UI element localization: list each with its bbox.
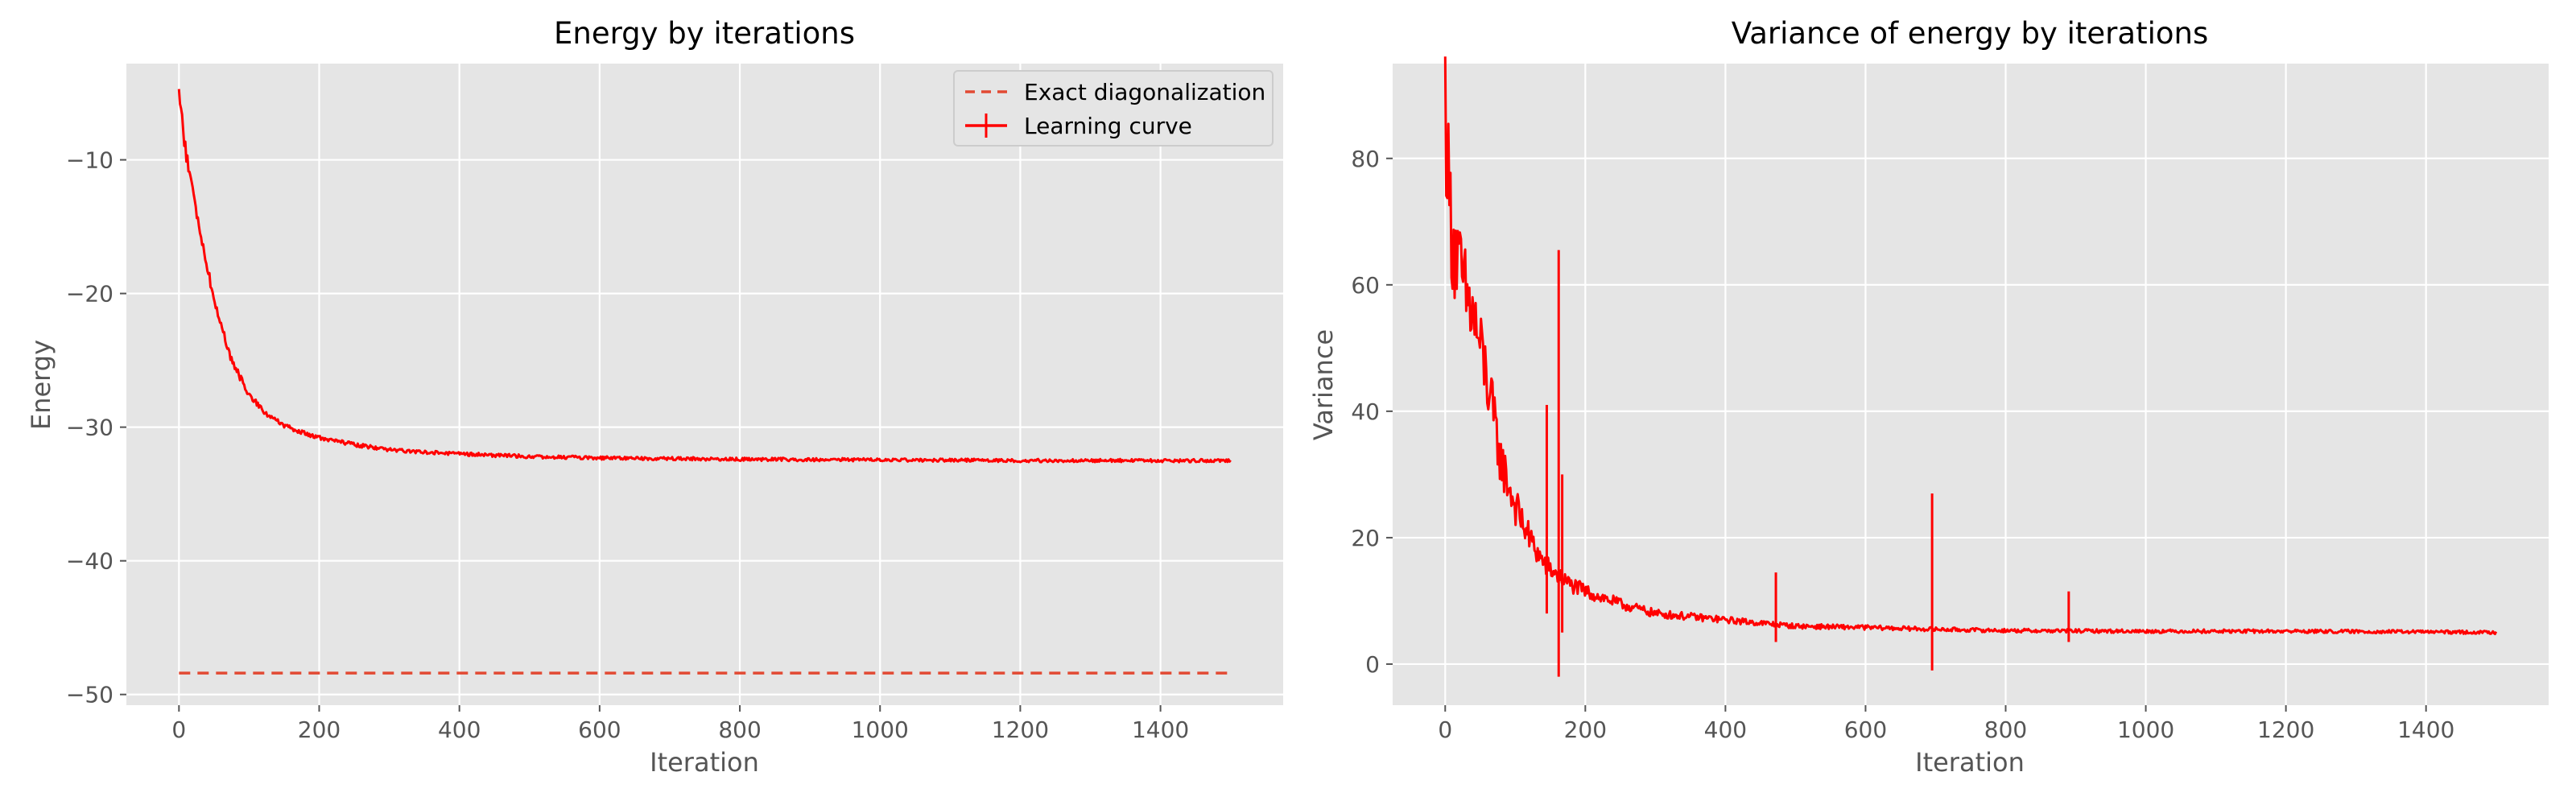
plot-area	[1393, 64, 2549, 705]
legend-label-learning: Learning curve	[1024, 113, 1192, 139]
x-tick-label: 1400	[1132, 716, 1189, 743]
legend-label-exact: Exact diagonalization	[1024, 79, 1265, 105]
y-tick-label: 60	[1351, 272, 1380, 299]
y-tick-label: −20	[66, 281, 114, 308]
legend: Exact diagonalization Learning curve	[953, 70, 1274, 147]
chart-title: Energy by iterations	[554, 16, 855, 51]
x-tick-label: 1000	[2117, 716, 2174, 743]
y-tick-label: −50	[66, 682, 114, 708]
y-tick-label: 80	[1351, 146, 1380, 172]
energy-chart: Energy by iterations 0 200 400 600 800 1000 12…	[26, 16, 1283, 778]
y-tick-labels: −50 −40 −30 −20 −10	[66, 147, 126, 708]
variance-chart: Variance of energy by iterations 0 200 400…	[1308, 16, 2549, 778]
y-axis-label: Variance	[1308, 329, 1339, 440]
y-tick-label: 40	[1351, 398, 1380, 425]
y-tick-labels: 0 20 40 60 80	[1351, 146, 1393, 678]
chart-title: Variance of energy by iterations	[1732, 16, 2208, 51]
series-line-variance	[1443, 56, 2498, 636]
x-tick-label: 400	[438, 716, 481, 743]
x-axis-label: Iteration	[1915, 747, 2025, 778]
x-axis-label: Iteration	[650, 747, 759, 778]
x-tick-labels: 0 200 400 600 800 1000 1200 1400	[171, 705, 1189, 743]
series-layer	[1443, 56, 2498, 677]
y-axis-label: Energy	[26, 340, 56, 430]
x-tick-label: 600	[578, 716, 621, 743]
x-tick-labels: 0 200 400 600 800 1000 1200 1400	[1438, 705, 2454, 743]
x-tick-label: 1200	[992, 716, 1049, 743]
series-layer	[177, 89, 1232, 675]
y-tick-label: −10	[66, 147, 114, 174]
x-tick-label: 1200	[2257, 716, 2314, 743]
legend-box	[953, 70, 1274, 147]
x-tick-label: 800	[718, 716, 761, 743]
y-tick-label: −30	[66, 415, 114, 441]
grid-lines	[1393, 64, 2549, 705]
x-tick-label: 400	[1704, 716, 1747, 743]
y-tick-label: 0	[1365, 651, 1380, 678]
x-tick-label: 800	[1984, 716, 2027, 743]
x-tick-label: 0	[1438, 716, 1452, 743]
x-tick-label: 1000	[852, 716, 909, 743]
x-tick-label: 0	[171, 716, 186, 743]
x-tick-label: 200	[1564, 716, 1607, 743]
x-tick-label: 200	[298, 716, 341, 743]
series-line-learning-curve	[177, 89, 1232, 464]
y-tick-label: 20	[1351, 525, 1380, 551]
y-tick-label: −40	[66, 548, 114, 575]
x-tick-label: 600	[1844, 716, 1887, 743]
x-tick-label: 1400	[2397, 716, 2454, 743]
grid-lines	[126, 64, 1283, 705]
